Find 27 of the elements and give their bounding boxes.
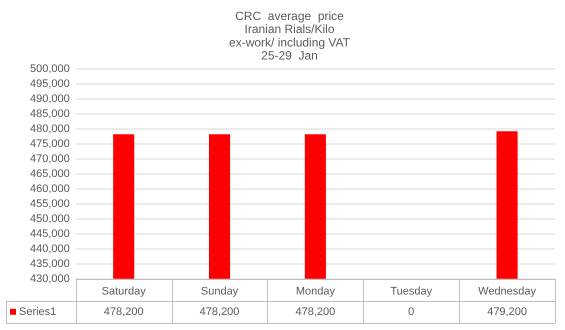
y-tick-label: 460,000 [30,182,70,195]
y-tick-label: 435,000 [30,258,70,270]
x-tick-label: Wednesday [478,285,537,298]
y-tick-label: 440,000 [30,242,70,255]
x-tick-label: Tuesday [390,285,433,298]
x-tick-label: Sunday [200,285,239,298]
y-tick-label: 450,000 [30,212,70,225]
data-label: 478,200 [104,306,144,318]
x-tick-label: Saturday [102,285,146,298]
legend-label: Series1 [19,306,56,318]
y-tick-label: 475,000 [30,138,70,150]
y-tick-label: 485,000 [30,108,70,120]
y-tick-label: 480,000 [30,122,70,135]
data-label: 478,200 [200,306,240,318]
y-tick-label: 470,000 [30,152,70,165]
x-tick-label: Monday [296,285,336,298]
text: 0 [408,306,414,318]
y-tick-label: 455,000 [30,198,70,210]
y-tick-label: 465,000 [30,168,70,180]
y-tick-label: 430,000 [30,272,70,285]
data-label: 478,200 [296,306,336,318]
data-label: 479,200 [487,306,527,318]
y-tick-label: 500,000 [30,62,70,75]
y-tick-label: 445,000 [30,228,70,240]
chart-title: CRC average price Iranian Rials/Kilo ex-work/ including VAT 25-29 Jan [229,8,351,63]
y-tick-label: 490,000 [30,92,70,105]
y-tick-label: 495,000 [30,78,70,90]
